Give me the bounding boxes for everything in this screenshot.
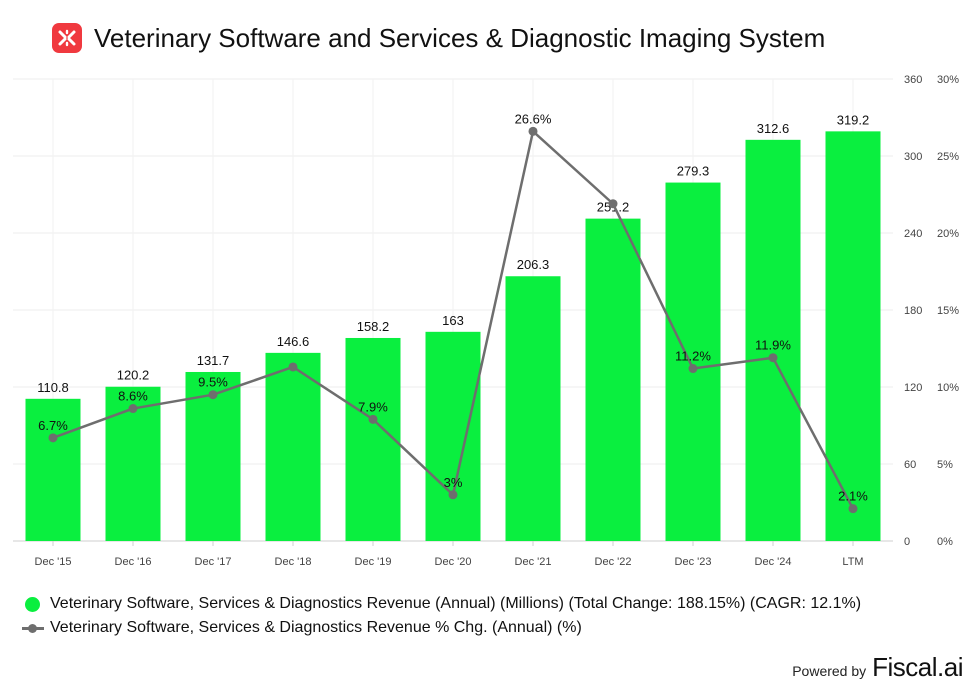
y-right-tick-label: 10% <box>937 382 959 394</box>
pct-change-label: 8.6% <box>118 389 148 404</box>
bar-value-label: 312.6 <box>757 121 790 136</box>
y-left-tick-label: 180 <box>904 305 922 317</box>
chart-canvas: 0 60 120 180 240 300 360 0% 5% 10% 15% 20% 25% 30% 110… <box>13 74 959 568</box>
y-right-tick-label: 30% <box>937 74 959 86</box>
bar[interactable] <box>825 131 881 542</box>
x-tick-label: Dec '23 <box>675 556 712 568</box>
pct-change-point[interactable] <box>448 490 458 500</box>
powered-by-text: Powered by <box>792 663 867 679</box>
legend-item-pct-change[interactable]: Veterinary Software, Services & Diagnost… <box>22 616 861 640</box>
bar-value-label: 120.2 <box>117 368 150 383</box>
y-left-tick-label: 0 <box>904 536 910 548</box>
footer: Powered by Fiscal.ai <box>792 652 963 683</box>
pct-change-point[interactable] <box>608 199 618 209</box>
bar-value-label: 146.6 <box>277 334 310 349</box>
pct-change-label: 9.5% <box>198 375 228 390</box>
pct-change-label: 2.1% <box>838 489 868 504</box>
legend-bar-swatch <box>25 596 40 612</box>
y-right-tick-label: 20% <box>937 228 959 240</box>
bar[interactable] <box>345 337 401 541</box>
bar-value-label: 279.3 <box>677 164 710 179</box>
x-tick-label: Dec '22 <box>595 556 632 568</box>
x-tick-label: Dec '17 <box>195 556 232 568</box>
pct-change-point[interactable] <box>128 404 138 414</box>
chart-legend: Veterinary Software, Services & Diagnost… <box>22 592 861 640</box>
bar[interactable] <box>505 276 561 541</box>
bar-value-label: 131.7 <box>197 353 230 368</box>
pct-change-label: 3% <box>444 475 463 490</box>
legend-line-swatch <box>22 621 44 635</box>
y-left-tick-label: 300 <box>904 151 922 163</box>
pct-change-label: 11.2% <box>675 349 711 364</box>
y-left-tick-label: 360 <box>904 74 922 86</box>
pct-change-point[interactable] <box>368 414 378 424</box>
bar[interactable] <box>185 371 241 541</box>
legend-line-label: Veterinary Software, Services & Diagnost… <box>50 619 582 636</box>
y-left-tick-label: 240 <box>904 228 922 240</box>
brand-logo[interactable]: Fiscal.ai <box>872 652 963 682</box>
x-tick-label: LTM <box>842 556 863 568</box>
x-tick-label: Dec '18 <box>275 556 312 568</box>
x-tick-label: Dec '20 <box>435 556 472 568</box>
bar[interactable] <box>665 182 721 541</box>
bar-value-label: 319.2 <box>837 112 870 127</box>
bar[interactable] <box>25 398 81 541</box>
pct-change-point[interactable] <box>288 362 298 372</box>
pct-change-point[interactable] <box>688 364 698 374</box>
pct-change-label: 26.6% <box>515 111 552 126</box>
bar[interactable] <box>425 331 481 541</box>
legend-line-marker <box>28 624 37 633</box>
legend-item-revenue[interactable]: Veterinary Software, Services & Diagnost… <box>22 592 861 616</box>
x-tick-label: Dec '21 <box>515 556 552 568</box>
bar[interactable] <box>265 352 321 541</box>
x-tick-label: Dec '16 <box>115 556 152 568</box>
pct-change-point[interactable] <box>768 353 778 363</box>
y-left-tick-label: 120 <box>904 382 922 394</box>
fiscal-logo-icon <box>52 23 82 53</box>
y-right-tick-label: 25% <box>937 151 959 163</box>
pct-change-label: 11.9% <box>755 338 791 353</box>
bar-value-label: 158.2 <box>357 319 390 334</box>
y-right-tick-label: 5% <box>937 459 953 471</box>
bar[interactable] <box>745 139 801 541</box>
x-tick-label: Dec '19 <box>355 556 392 568</box>
pct-change-label: 6.7% <box>38 418 68 433</box>
y-right-tick-label: 15% <box>937 305 959 317</box>
pct-change-point[interactable] <box>48 433 58 443</box>
bar-value-label: 163 <box>442 313 464 328</box>
legend-bar-label: Veterinary Software, Services & Diagnost… <box>50 595 862 612</box>
y-left-tick-label: 60 <box>904 459 916 471</box>
x-tick-label: Dec '15 <box>35 556 72 568</box>
chart-title: Veterinary Software and Services & Diagn… <box>94 22 826 53</box>
pct-change-point[interactable] <box>528 126 538 136</box>
x-tick-label: Dec '24 <box>755 556 792 568</box>
pct-change-label: 7.9% <box>358 399 388 414</box>
pct-change-point[interactable] <box>208 390 218 400</box>
bar-value-label: 206.3 <box>517 257 550 272</box>
chart-header: Veterinary Software and Services & Diagn… <box>52 18 825 58</box>
y-right-tick-label: 0% <box>937 536 953 548</box>
pct-change-point[interactable] <box>848 504 858 514</box>
bar[interactable] <box>585 218 641 542</box>
bar-value-label: 110.8 <box>37 380 69 395</box>
